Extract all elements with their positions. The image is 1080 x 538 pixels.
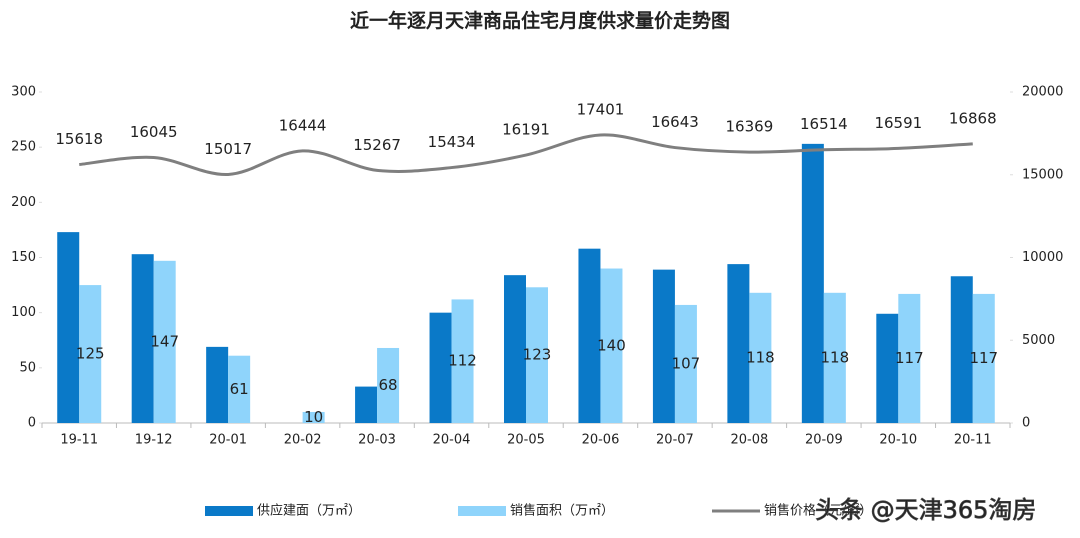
- bar: [727, 264, 750, 423]
- y2-tick-label: 10000: [1022, 250, 1063, 265]
- value-label: 125: [76, 345, 105, 363]
- y2-tick-label: 0: [1022, 416, 1030, 431]
- bar: [355, 386, 378, 423]
- x-tick-label: 20-09: [805, 433, 843, 448]
- x-tick-label: 19-12: [135, 433, 173, 448]
- value-label: 112: [448, 352, 477, 370]
- x-tick-label: 20-04: [433, 433, 471, 448]
- watermark: 头条 @天津365淘房: [815, 496, 1036, 524]
- value-label: 118: [746, 348, 775, 366]
- x-tick-label: 20-01: [209, 433, 247, 448]
- y-tick-label: 150: [11, 250, 36, 265]
- value-label: 117: [895, 349, 924, 367]
- bar: [823, 292, 846, 423]
- x-tick-label: 20-05: [507, 433, 545, 448]
- bar: [898, 293, 921, 423]
- x-tick-label: 19-11: [60, 433, 98, 448]
- x-tick-label: 20-06: [582, 433, 620, 448]
- value-label: 118: [821, 348, 850, 366]
- bar: [578, 248, 601, 423]
- value-label: 140: [597, 336, 626, 354]
- bar: [206, 346, 229, 423]
- value-label: 16643: [651, 113, 699, 131]
- value-label: 16868: [949, 109, 997, 127]
- value-label: 15434: [428, 133, 476, 151]
- legend-swatch: [458, 506, 506, 516]
- y-tick-label: 250: [11, 140, 36, 155]
- bar: [451, 299, 474, 423]
- value-label: 16045: [130, 123, 178, 141]
- x-tick-label: 20-11: [954, 433, 992, 448]
- legend-label: 供应建面（万㎡）: [257, 503, 361, 519]
- value-label: 16514: [800, 115, 848, 133]
- bar: [79, 285, 102, 423]
- legend-swatch: [205, 506, 253, 516]
- bar: [972, 293, 995, 423]
- bar: [228, 355, 251, 423]
- value-label: 16191: [502, 121, 550, 139]
- x-tick-label: 20-10: [879, 433, 917, 448]
- bar: [652, 269, 675, 423]
- bar: [131, 254, 154, 423]
- value-label: 147: [150, 332, 179, 350]
- y2-tick-label: 20000: [1022, 85, 1063, 100]
- y-tick-label: 300: [11, 85, 36, 100]
- chart-title: 近一年逐月天津商品住宅月度供求量价走势图: [350, 9, 730, 32]
- bar: [876, 313, 899, 423]
- value-label: 117: [969, 349, 998, 367]
- bar: [504, 275, 526, 423]
- bar: [153, 260, 176, 423]
- bar: [749, 292, 772, 423]
- bar: [801, 143, 824, 423]
- y-tick-label: 200: [11, 195, 36, 210]
- bar: [57, 232, 80, 423]
- legend-label: 销售面积（万㎡）: [510, 503, 614, 519]
- x-tick-label: 20-03: [358, 433, 396, 448]
- value-label: 17401: [577, 101, 625, 119]
- value-label: 61: [230, 380, 249, 398]
- bar: [674, 304, 697, 423]
- value-label: 107: [672, 354, 701, 372]
- value-label: 15017: [204, 140, 252, 158]
- value-label: 15267: [353, 136, 401, 154]
- y2-tick-label: 5000: [1022, 333, 1055, 348]
- value-label: 16369: [726, 118, 774, 136]
- x-tick-label: 20-08: [730, 433, 768, 448]
- value-label: 10: [304, 408, 323, 426]
- value-label: 15618: [55, 130, 103, 148]
- bar: [600, 268, 623, 423]
- bar: [377, 347, 400, 423]
- y-tick-label: 50: [19, 360, 36, 375]
- value-label: 123: [523, 346, 552, 364]
- bar: [950, 276, 973, 423]
- bar: [429, 312, 452, 423]
- value-label: 16591: [874, 114, 922, 132]
- x-tick-label: 20-02: [284, 433, 322, 448]
- value-label: 16444: [279, 116, 327, 134]
- legend-label: 销售价格（元/㎡）: [764, 503, 872, 519]
- value-label: 68: [379, 376, 398, 394]
- bar: [526, 287, 548, 423]
- y2-tick-label: 15000: [1022, 167, 1063, 182]
- y-tick-label: 100: [11, 305, 36, 320]
- y-tick-label: 0: [28, 416, 36, 431]
- line: [79, 133, 973, 176]
- bar: [302, 411, 325, 423]
- x-tick-label: 20-07: [656, 433, 694, 448]
